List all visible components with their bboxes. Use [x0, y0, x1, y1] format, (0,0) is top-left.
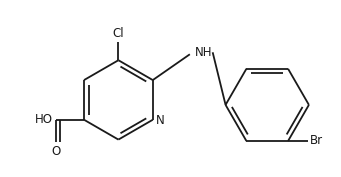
Text: HO: HO: [35, 113, 53, 126]
Text: N: N: [156, 114, 164, 127]
Text: NH: NH: [195, 46, 212, 59]
Text: Cl: Cl: [113, 27, 124, 40]
Text: Br: Br: [310, 135, 323, 147]
Text: O: O: [51, 145, 61, 158]
